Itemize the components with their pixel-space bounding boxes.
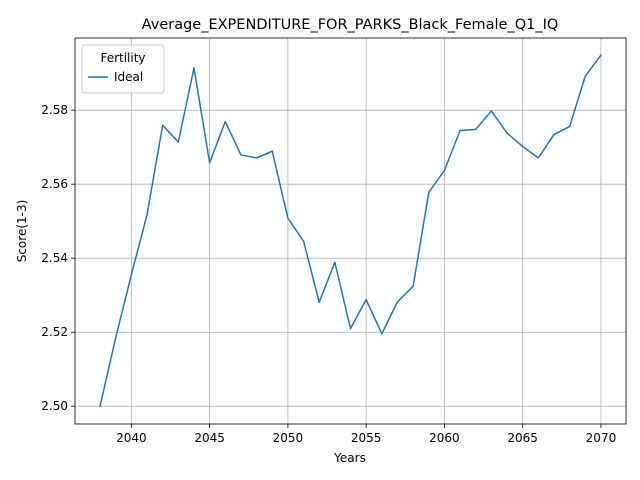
legend-label-ideal: Ideal: [114, 70, 143, 84]
x-tick-label: 2070: [586, 431, 617, 445]
x-axis-ticks: 2040 2045 2050 2055 2060 2065 2070: [116, 424, 616, 445]
data-point: [428, 191, 430, 194]
x-tick-label: 2040: [116, 431, 147, 445]
legend-box: [81, 44, 165, 94]
y-tick-label: 2.52: [41, 325, 68, 339]
x-tick-label: 2060: [429, 431, 460, 445]
data-point: [161, 124, 164, 127]
data-point: [287, 217, 289, 219]
y-tick-label: 2.54: [41, 251, 68, 265]
y-tick-label: 2.50: [41, 399, 68, 413]
data-point: [584, 75, 587, 77]
grid-lines: [75, 38, 626, 424]
data-point: [114, 337, 117, 339]
y-axis-ticks: 2.50 2.52 2.54 2.56 2.58: [41, 103, 75, 413]
data-point: [443, 169, 446, 172]
data-point: [412, 285, 414, 288]
legend: Fertility Ideal: [81, 44, 165, 94]
data-point: [302, 240, 305, 242]
data-point: [365, 298, 367, 301]
data-point: [459, 129, 461, 132]
y-tick-label: 2.58: [41, 103, 68, 117]
data-point: [506, 132, 508, 134]
data-point: [474, 128, 477, 131]
data-point: [521, 145, 524, 148]
data-point: [600, 54, 602, 56]
data-point: [99, 405, 101, 407]
chart-title: Average_EXPENDITURE_FOR_PARKS_Black_Fema…: [142, 17, 559, 33]
data-point: [130, 274, 133, 276]
data-point: [381, 332, 383, 335]
y-axis-label: Score(1-3): [15, 200, 29, 263]
x-tick-label: 2065: [507, 431, 538, 445]
data-point: [553, 133, 555, 136]
data-point: [177, 141, 180, 143]
x-axis-label: Years: [333, 451, 366, 465]
series-layer: [99, 54, 602, 407]
data-point: [193, 67, 195, 69]
axes-frame: [74, 37, 627, 425]
legend-title: Fertility: [100, 51, 145, 65]
x-tick-label: 2050: [273, 431, 304, 445]
y-tick-label: 2.56: [41, 177, 68, 191]
x-tick-label: 2055: [351, 431, 382, 445]
data-point: [240, 154, 242, 156]
plot-area: [75, 38, 626, 424]
data-point: [271, 150, 273, 152]
data-point: [255, 157, 258, 159]
data-point: [224, 120, 227, 123]
data-point: [490, 110, 493, 112]
data-point: [318, 301, 320, 303]
data-point: [568, 125, 571, 128]
data-point: [537, 157, 540, 159]
data-point: [334, 261, 336, 264]
data-point: [396, 301, 399, 303]
data-point: [208, 161, 211, 164]
data-point: [146, 214, 148, 216]
x-tick-label: 2045: [194, 431, 225, 445]
data-point: [349, 327, 352, 330]
